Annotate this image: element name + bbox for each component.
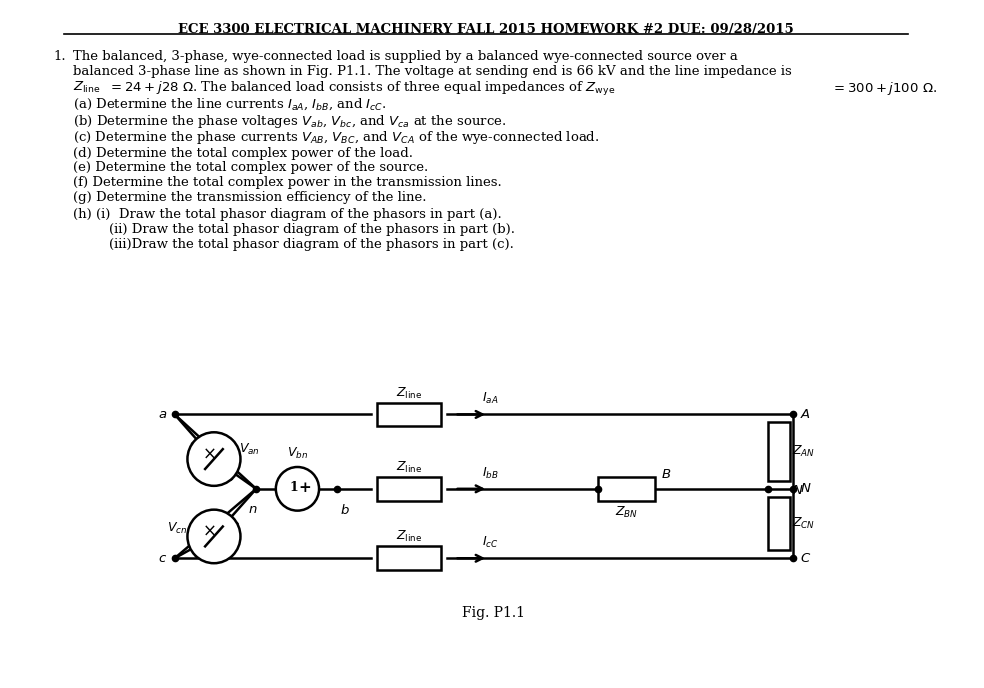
Text: (c) Determine the phase currents $V_{AB}$, $V_{BC}$, and $V_{CA}$ of the wye-con: (c) Determine the phase currents $V_{AB}… bbox=[74, 129, 600, 146]
Text: (h) (i)  Draw the total phasor diagram of the phasors in part (a).: (h) (i) Draw the total phasor diagram of… bbox=[74, 208, 502, 221]
Text: $Z_{\rm line}$: $Z_{\rm line}$ bbox=[74, 80, 101, 95]
Text: $N$: $N$ bbox=[792, 484, 804, 497]
Text: $N$: $N$ bbox=[800, 482, 812, 495]
Bar bbox=[377, 477, 441, 501]
Text: ×: × bbox=[203, 445, 216, 463]
Text: (a) Determine the line currents $I_{aA}$, $I_{bB}$, and $I_{cC}$.: (a) Determine the line currents $I_{aA}$… bbox=[74, 97, 388, 112]
Circle shape bbox=[187, 510, 240, 563]
Text: $V_{bn}$: $V_{bn}$ bbox=[287, 446, 308, 461]
Text: $C$: $C$ bbox=[800, 552, 812, 565]
Text: $I_{aA}$: $I_{aA}$ bbox=[482, 391, 499, 407]
Text: +: + bbox=[298, 481, 311, 495]
Text: $B$: $B$ bbox=[661, 468, 671, 481]
Text: 1.: 1. bbox=[54, 50, 67, 63]
Text: balanced 3-phase line as shown in Fig. P1.1. The voltage at sending end is 66 kV: balanced 3-phase line as shown in Fig. P… bbox=[74, 65, 792, 78]
Text: $c$: $c$ bbox=[157, 552, 167, 565]
Text: Fig. P1.1: Fig. P1.1 bbox=[462, 606, 525, 620]
Text: $V_{an}$: $V_{an}$ bbox=[238, 442, 260, 457]
Text: $A$: $A$ bbox=[800, 408, 811, 421]
Text: (d) Determine the total complex power of the load.: (d) Determine the total complex power of… bbox=[74, 147, 413, 160]
Bar bbox=[598, 477, 655, 501]
Text: ECE 3300 ELECTRICAL MACHINERY FALL 2015 HOMEWORK #2 DUE: 09/28/2015: ECE 3300 ELECTRICAL MACHINERY FALL 2015 … bbox=[178, 23, 794, 36]
Text: $a$: $a$ bbox=[157, 408, 167, 421]
Text: $= 24 + j28\ \Omega$. The balanced load consists of three equal impedances of $Z: $= 24 + j28\ \Omega$. The balanced load … bbox=[108, 80, 615, 98]
Text: $Z_{CN}$: $Z_{CN}$ bbox=[792, 516, 816, 531]
Text: (g) Determine the transmission efficiency of the line.: (g) Determine the transmission efficienc… bbox=[74, 191, 427, 204]
Text: $I_{bB}$: $I_{bB}$ bbox=[482, 466, 499, 481]
Text: ×: × bbox=[203, 522, 216, 541]
Text: (b) Determine the phase voltages $V_{ab}$, $V_{bc}$, and $V_{ca}$ at the source.: (b) Determine the phase voltages $V_{ab}… bbox=[74, 113, 507, 130]
Bar bbox=[377, 402, 441, 427]
Text: $Z_{\rm line}$: $Z_{\rm line}$ bbox=[396, 529, 422, 544]
Bar bbox=[377, 546, 441, 570]
Text: $= 300 + j100\ \Omega$.: $= 300 + j100\ \Omega$. bbox=[830, 80, 937, 97]
Text: The balanced, 3-phase, wye-connected load is supplied by a balanced wye-connecte: The balanced, 3-phase, wye-connected loa… bbox=[74, 50, 738, 63]
Text: (iii)Draw the total phasor diagram of the phasors in part (c).: (iii)Draw the total phasor diagram of th… bbox=[109, 238, 514, 251]
Text: (ii) Draw the total phasor diagram of the phasors in part (b).: (ii) Draw the total phasor diagram of th… bbox=[109, 223, 515, 236]
Text: $Z_{\rm line}$: $Z_{\rm line}$ bbox=[396, 460, 422, 475]
Text: 1: 1 bbox=[289, 482, 298, 495]
Text: $V_{cn}$: $V_{cn}$ bbox=[167, 521, 187, 536]
Text: $Z_{BN}$: $Z_{BN}$ bbox=[615, 505, 638, 520]
Text: $I_{cC}$: $I_{cC}$ bbox=[482, 535, 499, 550]
Text: (e) Determine the total complex power of the source.: (e) Determine the total complex power of… bbox=[74, 162, 429, 175]
Text: $b$: $b$ bbox=[339, 503, 349, 517]
Bar bbox=[768, 422, 789, 481]
Bar bbox=[768, 497, 789, 550]
Circle shape bbox=[276, 467, 319, 510]
Text: $Z_{AN}$: $Z_{AN}$ bbox=[792, 444, 816, 459]
Text: $n$: $n$ bbox=[248, 503, 257, 516]
Text: $Z_{\rm line}$: $Z_{\rm line}$ bbox=[396, 385, 422, 400]
Circle shape bbox=[187, 432, 240, 486]
Text: (f) Determine the total complex power in the transmission lines.: (f) Determine the total complex power in… bbox=[74, 176, 502, 189]
